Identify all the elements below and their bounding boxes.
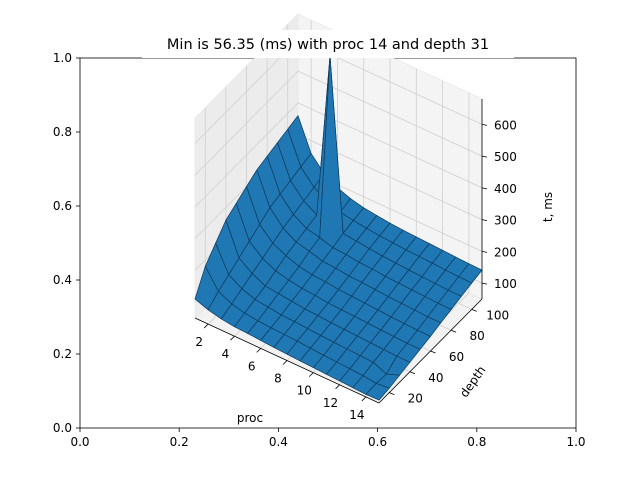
depth-tick-mark [409, 371, 416, 375]
time-tick-label: 300 [494, 214, 517, 228]
depth-tick-label: 80 [469, 329, 484, 343]
time-axis-ticks: 100 200 300 400 500 600 [481, 118, 517, 291]
proc-tick-mark [335, 384, 340, 390]
surface-face [365, 383, 390, 401]
outer-y-tick-label: 0.4 [53, 273, 72, 287]
proc-tick-mark [309, 372, 314, 377]
depth-tick-mark [389, 392, 395, 395]
time-tick-mark [481, 250, 488, 253]
outer-x-tick-label: 1.0 [566, 435, 585, 449]
outer-x-tick-label: 0.8 [467, 435, 486, 449]
chart-title: Min is 56.35 (ms) with proc 14 and depth… [167, 37, 489, 53]
outer-y-tick-label: 0.8 [53, 125, 72, 139]
time-tick-label: 600 [494, 118, 517, 132]
proc-tick-label: 10 [297, 384, 312, 398]
outer-x-tick-label: 0.0 [70, 435, 89, 449]
proc-tick-mark [203, 323, 209, 329]
depth-tick-label: 100 [486, 308, 509, 322]
time-tick-mark [481, 282, 488, 285]
time-gridline [194, 70, 299, 176]
time-tick-label: 400 [494, 182, 517, 196]
time-tick-label: 500 [494, 150, 517, 164]
outer-x-tick-label: 0.6 [368, 435, 387, 449]
time-tick-label: 200 [494, 245, 517, 259]
depth-tick-mark [450, 329, 457, 333]
proc-axis-ticks: 2 4 6 8 10 12 14 [195, 323, 367, 422]
outer-x-ticks: 0.0 0.2 0.4 0.6 0.8 1.0 [70, 428, 586, 449]
proc-tick-mark [230, 335, 235, 341]
depth-tick-label: 60 [449, 350, 464, 364]
x-axis-label: proc [237, 411, 263, 425]
depth-tick-label: 40 [428, 371, 443, 385]
surface-plot [194, 55, 483, 401]
outer-y-tick-label: 0.2 [53, 347, 72, 361]
depth-tick-mark [430, 350, 436, 354]
proc-tick-mark [361, 396, 367, 402]
proc-tick-label: 14 [349, 408, 364, 422]
time-tick-mark [481, 155, 488, 158]
depth-tick-label: 20 [408, 392, 423, 406]
outer-y-tick-label: 1.0 [53, 51, 72, 65]
outer-y-ticks: 0.0 0.2 0.4 0.6 0.8 1.0 [53, 51, 80, 435]
time-tick-mark [481, 124, 488, 126]
proc-tick-mark [282, 360, 288, 365]
depth-tick-mark [471, 309, 477, 312]
outer-x-tick-label: 0.4 [269, 435, 288, 449]
time-tick-mark [481, 219, 488, 222]
proc-tick-label: 12 [323, 396, 338, 410]
outer-y-tick-label: 0.0 [53, 421, 72, 435]
time-tick-mark [481, 187, 488, 190]
time-tick-label: 100 [494, 277, 517, 291]
proc-tick-label: 6 [248, 359, 256, 373]
outer-axes: 0.0 0.2 0.4 0.6 0.8 1.0 0.0 0.2 0.4 0.6 0.8 1.0 [53, 51, 586, 449]
title-background [142, 30, 514, 58]
proc-tick-label: 2 [195, 335, 203, 349]
z-axis-label: t, ms [541, 192, 555, 222]
proc-tick-label: 4 [222, 347, 230, 361]
outer-y-tick-label: 0.6 [53, 199, 72, 213]
time-gridline [194, 102, 299, 208]
outer-x-tick-label: 0.2 [170, 435, 189, 449]
proc-tick-mark [256, 348, 261, 353]
proc-tick-label: 8 [274, 372, 282, 386]
